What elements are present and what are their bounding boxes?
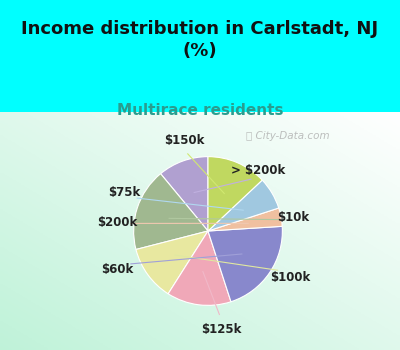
Text: $200k: $200k (97, 216, 137, 229)
Wedge shape (160, 156, 208, 231)
Wedge shape (136, 231, 208, 294)
Text: $100k: $100k (270, 271, 310, 284)
Wedge shape (168, 231, 231, 305)
Text: $150k: $150k (164, 134, 204, 147)
Text: $125k: $125k (201, 323, 242, 336)
Text: Multirace residents: Multirace residents (117, 103, 283, 118)
Text: ⓘ City-Data.com: ⓘ City-Data.com (246, 131, 330, 141)
Text: $75k: $75k (108, 186, 141, 199)
Wedge shape (208, 180, 279, 231)
Wedge shape (134, 174, 208, 250)
Wedge shape (208, 226, 282, 302)
Text: > $200k: > $200k (232, 163, 286, 176)
Wedge shape (208, 208, 282, 231)
Text: $60k: $60k (101, 263, 133, 276)
Wedge shape (208, 156, 262, 231)
Text: $10k: $10k (278, 211, 310, 224)
Text: Income distribution in Carlstadt, NJ
(%): Income distribution in Carlstadt, NJ (%) (22, 20, 378, 61)
